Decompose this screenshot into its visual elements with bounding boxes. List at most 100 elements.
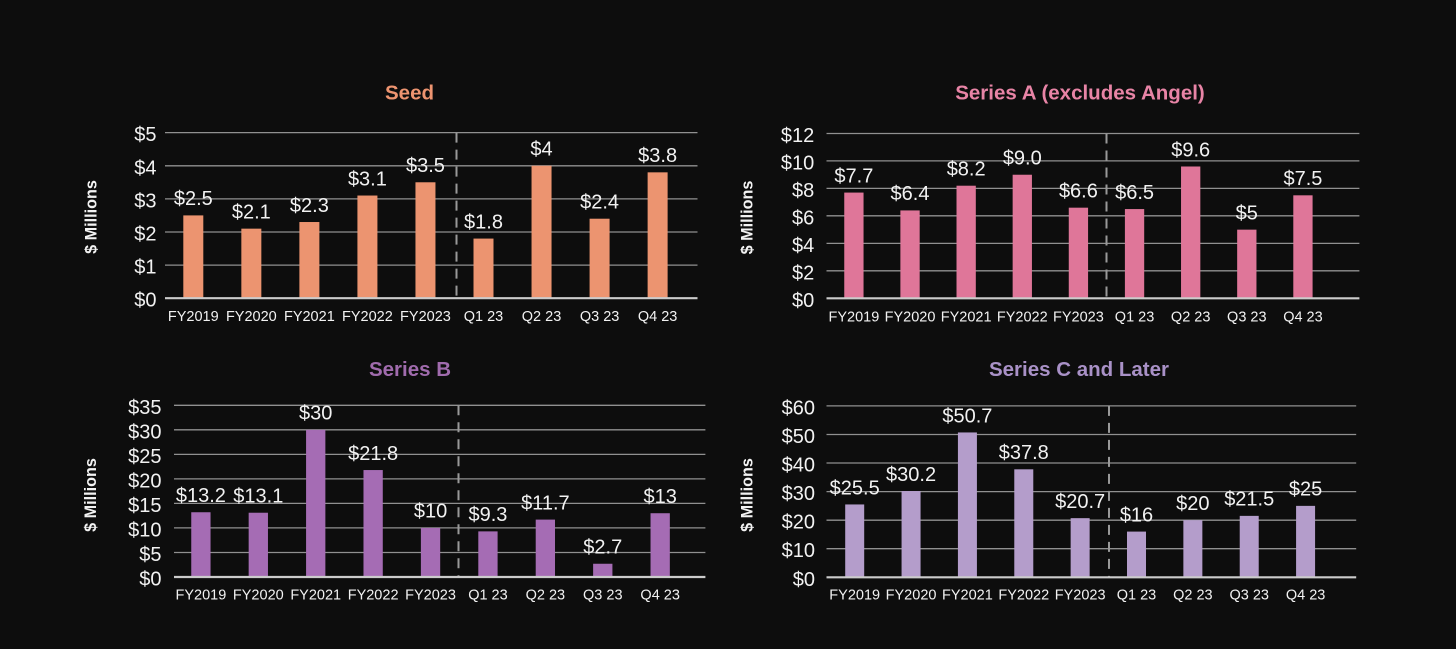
svg-text:FY2020: FY2020 xyxy=(886,588,937,604)
svg-text:$21.8: $21.8 xyxy=(348,443,398,465)
svg-text:Q3 23: Q3 23 xyxy=(580,309,620,325)
svg-text:Q2 23: Q2 23 xyxy=(522,309,562,325)
svg-text:$20: $20 xyxy=(128,470,161,492)
svg-text:$3.5: $3.5 xyxy=(406,155,445,177)
svg-text:$16: $16 xyxy=(1120,504,1153,526)
svg-text:Series A (excludes Angel): Series A (excludes Angel) xyxy=(955,82,1205,105)
svg-text:$2.3: $2.3 xyxy=(290,195,329,217)
svg-text:$3.8: $3.8 xyxy=(638,145,677,167)
svg-text:$ Millions: $ Millions xyxy=(738,458,756,532)
svg-text:Q4 23: Q4 23 xyxy=(1286,588,1326,604)
svg-text:$6.6: $6.6 xyxy=(1059,180,1098,202)
svg-text:Seed: Seed xyxy=(385,82,434,105)
svg-text:Series B: Series B xyxy=(369,358,451,381)
svg-text:$20.7: $20.7 xyxy=(1055,491,1105,513)
svg-text:$8.2: $8.2 xyxy=(947,159,986,181)
svg-text:$2: $2 xyxy=(792,262,814,284)
svg-text:$9.0: $9.0 xyxy=(1003,148,1042,170)
svg-text:$20: $20 xyxy=(1176,493,1209,515)
svg-text:$30.2: $30.2 xyxy=(886,464,936,486)
svg-text:$5: $5 xyxy=(139,544,161,566)
svg-text:FY2020: FY2020 xyxy=(885,310,936,326)
svg-text:$0: $0 xyxy=(793,569,815,591)
svg-text:Q3 23: Q3 23 xyxy=(1227,310,1267,326)
svg-text:$10: $10 xyxy=(128,519,161,541)
svg-text:$6: $6 xyxy=(792,207,814,229)
svg-text:FY2023: FY2023 xyxy=(405,588,456,604)
svg-text:FY2022: FY2022 xyxy=(998,588,1049,604)
svg-text:FY2023: FY2023 xyxy=(1053,310,1104,326)
svg-text:Q2 23: Q2 23 xyxy=(526,588,566,604)
svg-text:$50: $50 xyxy=(782,426,815,448)
svg-text:$9.3: $9.3 xyxy=(468,504,507,526)
svg-text:$25.5: $25.5 xyxy=(830,477,880,499)
svg-text:$2: $2 xyxy=(134,224,156,246)
svg-text:$5: $5 xyxy=(1236,202,1258,224)
svg-text:$25: $25 xyxy=(128,446,161,468)
svg-text:$1: $1 xyxy=(134,257,156,279)
svg-text:$2.1: $2.1 xyxy=(232,201,271,223)
svg-text:FY2019: FY2019 xyxy=(829,588,880,604)
svg-text:$7.7: $7.7 xyxy=(834,165,873,187)
svg-text:$3: $3 xyxy=(134,190,156,212)
svg-text:$0: $0 xyxy=(134,290,156,312)
svg-text:FY2019: FY2019 xyxy=(829,310,880,326)
svg-text:FY2019: FY2019 xyxy=(176,588,227,604)
svg-text:Q2 23: Q2 23 xyxy=(1173,588,1213,604)
svg-text:$30: $30 xyxy=(128,421,161,443)
svg-text:$4: $4 xyxy=(134,157,156,179)
svg-text:$9.6: $9.6 xyxy=(1171,139,1210,161)
svg-text:$0: $0 xyxy=(792,290,814,312)
svg-text:$4: $4 xyxy=(530,139,552,161)
svg-text:$35: $35 xyxy=(128,397,161,419)
svg-text:$3.1: $3.1 xyxy=(348,168,387,190)
svg-text:Series C and Later: Series C and Later xyxy=(989,358,1169,381)
svg-text:$15: $15 xyxy=(128,495,161,517)
svg-text:Q4 23: Q4 23 xyxy=(638,309,678,325)
svg-text:$2.4: $2.4 xyxy=(580,192,619,214)
svg-text:$2.7: $2.7 xyxy=(583,537,622,559)
svg-text:$5: $5 xyxy=(134,124,156,146)
svg-text:$1.8: $1.8 xyxy=(464,211,503,233)
svg-text:FY2021: FY2021 xyxy=(290,588,341,604)
svg-text:$10: $10 xyxy=(782,540,815,562)
svg-text:$ Millions: $ Millions xyxy=(738,181,756,255)
svg-text:$ Millions: $ Millions xyxy=(82,458,100,532)
svg-text:$10: $10 xyxy=(414,501,447,523)
svg-text:FY2021: FY2021 xyxy=(284,309,335,325)
svg-text:FY2023: FY2023 xyxy=(1055,588,1106,604)
svg-text:$8: $8 xyxy=(792,180,814,202)
svg-text:Q2 23: Q2 23 xyxy=(1171,310,1211,326)
svg-text:$ Millions: $ Millions xyxy=(82,180,100,254)
svg-text:Q3 23: Q3 23 xyxy=(583,588,623,604)
svg-text:$6.5: $6.5 xyxy=(1115,182,1154,204)
svg-text:$20: $20 xyxy=(782,512,815,534)
svg-text:$7.5: $7.5 xyxy=(1283,168,1322,190)
svg-text:$11.7: $11.7 xyxy=(521,492,570,514)
svg-text:$2.5: $2.5 xyxy=(174,188,213,210)
svg-text:$13.1: $13.1 xyxy=(233,486,283,508)
svg-text:FY2020: FY2020 xyxy=(233,588,284,604)
svg-text:$4: $4 xyxy=(792,235,814,257)
svg-text:FY2023: FY2023 xyxy=(400,309,451,325)
svg-text:Q4 23: Q4 23 xyxy=(640,588,680,604)
svg-text:Q1 23: Q1 23 xyxy=(464,309,504,325)
svg-text:$13: $13 xyxy=(643,486,676,508)
svg-text:FY2019: FY2019 xyxy=(168,309,219,325)
svg-text:$25: $25 xyxy=(1289,479,1322,501)
svg-text:FY2022: FY2022 xyxy=(348,588,399,604)
svg-text:FY2021: FY2021 xyxy=(942,588,993,604)
svg-text:$12: $12 xyxy=(781,125,814,147)
svg-text:$50.7: $50.7 xyxy=(942,405,992,427)
svg-text:Q1 23: Q1 23 xyxy=(1117,588,1157,604)
svg-text:FY2022: FY2022 xyxy=(342,309,393,325)
svg-text:$0: $0 xyxy=(139,569,161,591)
svg-text:Q1 23: Q1 23 xyxy=(1115,310,1155,326)
svg-text:FY2020: FY2020 xyxy=(226,309,277,325)
svg-text:$30: $30 xyxy=(299,403,332,425)
svg-text:$60: $60 xyxy=(782,397,815,419)
svg-text:$21.5: $21.5 xyxy=(1224,489,1274,511)
svg-text:$30: $30 xyxy=(782,483,815,505)
svg-text:FY2022: FY2022 xyxy=(997,310,1048,326)
svg-text:Q4 23: Q4 23 xyxy=(1283,310,1323,326)
